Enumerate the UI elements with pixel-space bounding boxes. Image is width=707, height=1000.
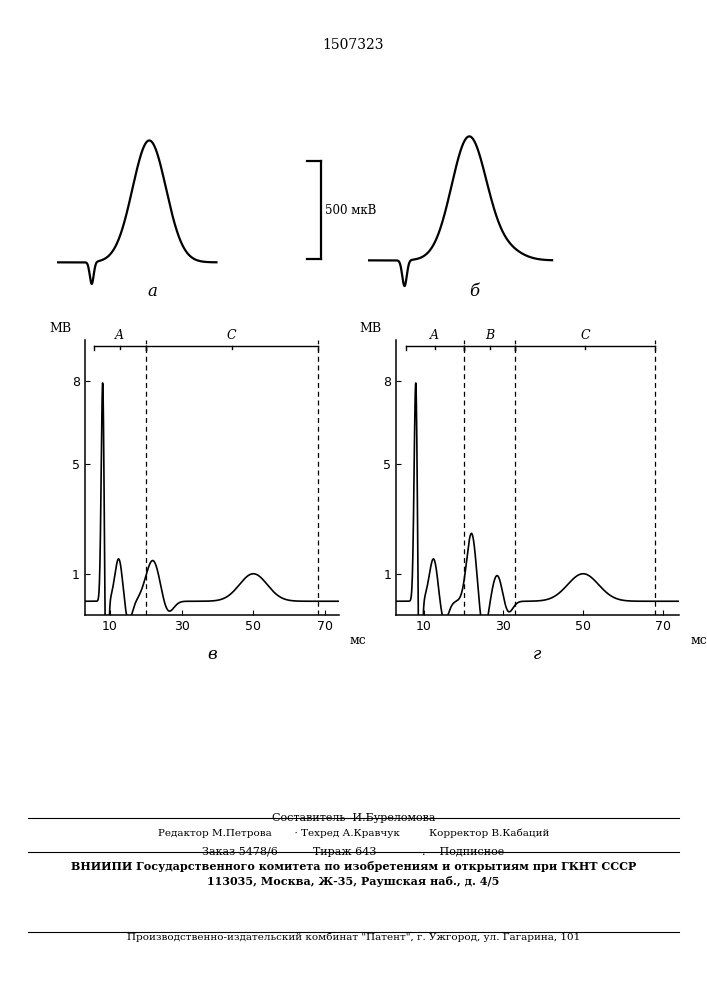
Text: Редактор М.Петрова       · Техред А.Кравчук         Корректор В.Кабаций: Редактор М.Петрова · Техред А.Кравчук Ко…: [158, 828, 549, 838]
Text: МВ: МВ: [359, 322, 381, 334]
Text: 1507323: 1507323: [323, 38, 384, 52]
Text: 500 мкВ: 500 мкВ: [325, 204, 376, 217]
Text: C: C: [580, 329, 590, 342]
Text: Составитель  И.Буреломова: Составитель И.Буреломова: [271, 813, 436, 823]
Text: C: C: [227, 329, 237, 342]
Text: Производственно-издательский комбинат "Патент", г. Ужгород, ул. Гагарина, 101: Производственно-издательский комбинат "П…: [127, 932, 580, 942]
Text: а: а: [148, 283, 158, 300]
Text: ВНИИПИ Государственного комитета по изобретениям и открытиям при ГКНТ СССР: ВНИИПИ Государственного комитета по изоб…: [71, 861, 636, 872]
Text: 113035, Москва, Ж-35, Раушская наб., д. 4/5: 113035, Москва, Ж-35, Раушская наб., д. …: [207, 876, 500, 887]
Text: б: б: [469, 283, 479, 300]
Text: мс: мс: [690, 634, 707, 647]
Text: г: г: [533, 646, 542, 663]
Text: Заказ 5478/6          Тираж 643             .    Подписное: Заказ 5478/6 Тираж 643 . Подписное: [202, 847, 505, 857]
Text: A: A: [115, 329, 124, 342]
Text: B: B: [485, 329, 494, 342]
Text: МВ: МВ: [49, 322, 71, 334]
Text: мс: мс: [349, 634, 366, 647]
Text: в: в: [207, 646, 217, 663]
Text: A: A: [431, 329, 439, 342]
